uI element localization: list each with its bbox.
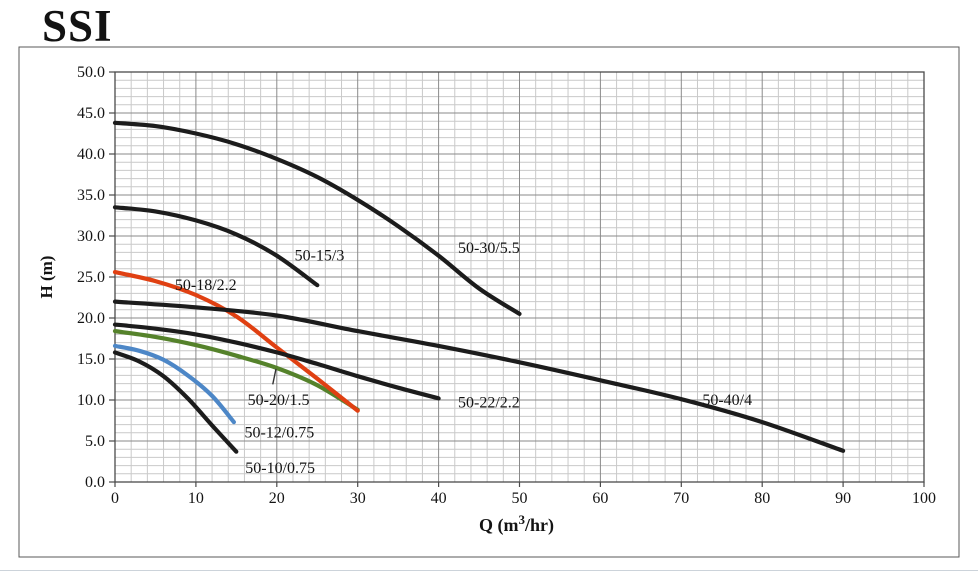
y-tick-label: 15.0: [77, 351, 105, 368]
y-tick-label: 45.0: [77, 105, 105, 122]
y-tick-label: 50.0: [77, 64, 105, 81]
curve-label: 50-12/0.75: [244, 425, 314, 442]
curve-label: 50-22/2.2: [458, 394, 520, 411]
curve-label: 50-10/0.75: [245, 460, 315, 477]
y-axis-title: H (m): [37, 256, 56, 299]
curve-label: 50-18/2.2: [175, 277, 237, 294]
curve-50-30-5-5: [112, 120, 522, 316]
curve-label-leader: [272, 368, 277, 385]
x-tick-label: 90: [835, 490, 851, 507]
curve-50-15-3: [112, 205, 320, 288]
window-bottom-edge: [0, 570, 978, 571]
y-tick-label: 10.0: [77, 392, 105, 409]
x-tick-label: 80: [754, 490, 770, 507]
curves: [112, 120, 846, 454]
x-tick-label: 0: [111, 490, 119, 507]
x-tick-label: 10: [188, 490, 204, 507]
y-tick-label: 0.0: [85, 474, 105, 491]
x-tick-label: 20: [269, 490, 285, 507]
curve-50-12-0-75: [112, 343, 236, 425]
x-tick-label: 30: [350, 490, 366, 507]
axis-ticks: 0 10 20 30 40 50 60 70 80 90 100 0.0 5.0 10.0 15.0 20.0…: [77, 64, 936, 507]
y-tick-label: 40.0: [77, 146, 105, 163]
y-tick-label: 20.0: [77, 310, 105, 327]
curve-label: 50-30/5.5: [458, 240, 520, 257]
curve-label: 50-15/3: [295, 248, 345, 265]
curve-50-20-1-5: [112, 329, 360, 412]
curve-labels: 50-20/1.5 50-12/0.75 50-18/2.2 50-30/5.5 50-…: [175, 240, 752, 477]
curve-50-10-0-75: [112, 350, 239, 454]
chart-title: SSI: [42, 1, 113, 51]
x-tick-label: 100: [912, 490, 936, 507]
x-tick-label: 60: [592, 490, 608, 507]
curve-50-40-4: [112, 299, 846, 453]
y-tick-label: 5.0: [85, 433, 105, 450]
curve-label: 50-40/4: [702, 392, 752, 409]
figure-frame: [18, 46, 960, 558]
y-tick-label: 30.0: [77, 228, 105, 245]
curve-50-18-2-2: [112, 269, 360, 413]
y-tick-label: 25.0: [77, 269, 105, 286]
curve-50-22-2-2: [112, 322, 441, 401]
x-axis-title: Q (m3/hr): [479, 512, 554, 536]
y-tick-label: 35.0: [77, 187, 105, 204]
curve-label: 50-20/1.5: [248, 392, 310, 409]
x-tick-label: 40: [431, 490, 447, 507]
x-tick-label: 50: [512, 490, 528, 507]
x-tick-label: 70: [673, 490, 689, 507]
